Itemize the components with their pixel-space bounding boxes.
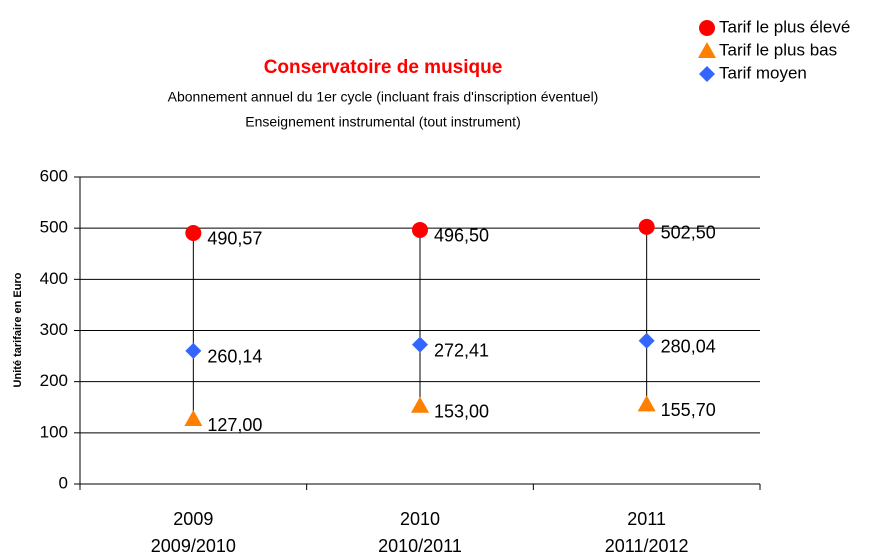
marker (412, 221, 428, 238)
marker (412, 336, 428, 353)
data-label: 153,00 (434, 401, 489, 421)
x-tick-label: 2010 (400, 509, 440, 529)
x-tick-sublabel: 2011/2012 (605, 536, 689, 556)
y-axis-label: Unité tarifaire en Euro (12, 272, 24, 387)
y-tick-label: 600 (40, 166, 68, 185)
legend-label: Tarif le plus élevé (719, 17, 850, 36)
data-label: 127,00 (207, 415, 262, 435)
marker (185, 224, 202, 241)
x-tick-sublabel: 2010/2011 (378, 536, 462, 556)
legend-marker (699, 20, 715, 36)
x-tick-label: 2011 (627, 509, 666, 529)
data-label: 502,50 (661, 223, 716, 243)
x-tick-sublabel: 2009/2010 (151, 536, 236, 556)
y-tick-label: 300 (40, 320, 68, 339)
data-label: 496,50 (434, 226, 489, 246)
marker (411, 396, 429, 413)
data-label: 260,14 (207, 347, 262, 367)
chart-subtitle: Enseignement instrumental (tout instrume… (245, 114, 520, 130)
chart-subtitle: Abonnement annuel du 1er cycle (incluant… (168, 89, 599, 105)
chart-title: Conservatoire de musique (264, 57, 503, 78)
legend-marker (698, 42, 716, 58)
y-tick-label: 0 (59, 473, 68, 492)
y-tick-label: 200 (40, 371, 68, 390)
marker (637, 395, 656, 412)
data-label: 490,57 (207, 229, 262, 249)
marker (638, 218, 655, 235)
x-tick-label: 2009 (173, 509, 213, 529)
legend-label: Tarif le plus bas (719, 40, 837, 59)
legend-label: Tarif moyen (719, 63, 807, 82)
marker (638, 332, 655, 349)
marker (185, 342, 202, 359)
data-label: 272,41 (434, 340, 489, 360)
y-tick-label: 500 (40, 218, 68, 237)
y-tick-label: 100 (40, 422, 68, 441)
legend-marker (699, 66, 715, 82)
y-tick-label: 400 (40, 269, 68, 288)
marker (184, 410, 203, 427)
data-label: 280,04 (661, 336, 716, 356)
data-label: 155,70 (661, 400, 716, 420)
